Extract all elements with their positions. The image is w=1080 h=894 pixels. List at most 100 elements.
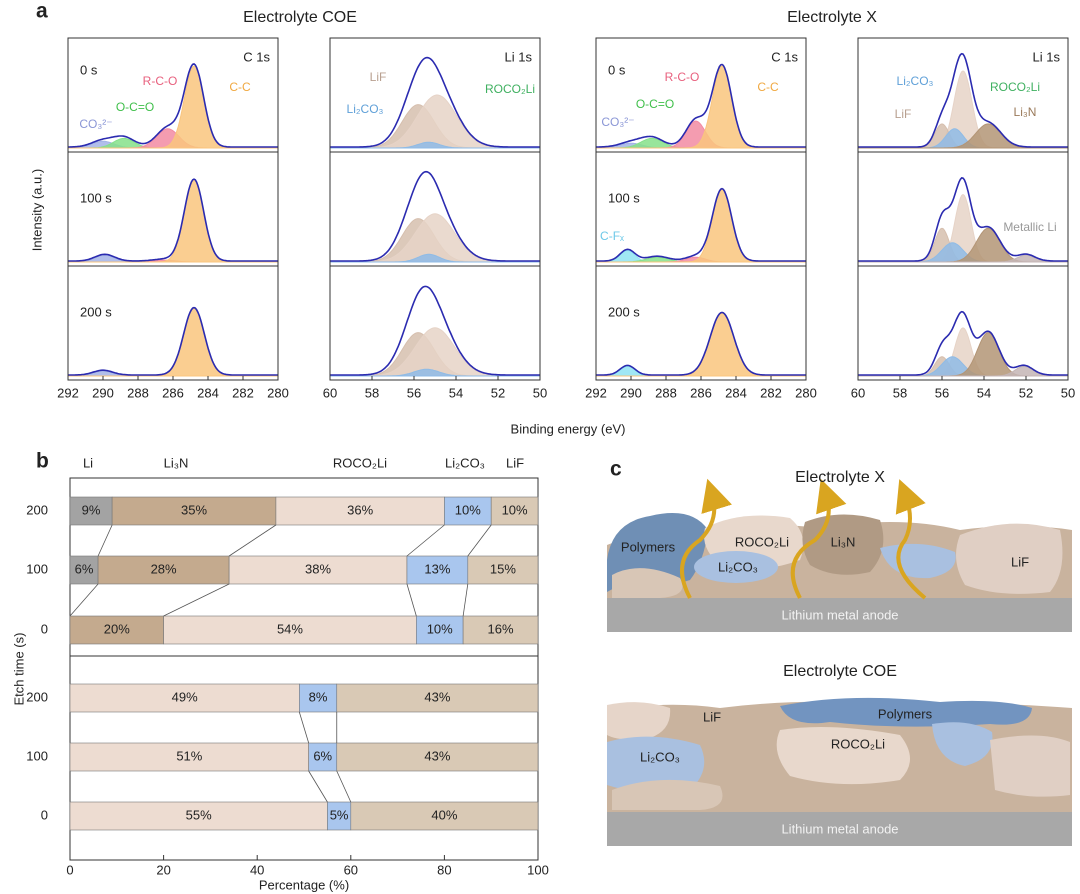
roco2li-blob	[776, 726, 910, 785]
peak-component	[596, 65, 806, 149]
peak-annotation: LiF	[370, 70, 387, 84]
peak-component	[68, 179, 278, 263]
x-axis-label: Binding energy (eV)	[511, 421, 626, 436]
peak-annotation: C-C	[757, 80, 779, 94]
value-label: 28%	[151, 561, 177, 576]
x-axis-label: Percentage (%)	[259, 877, 349, 892]
x-tick-label: 50	[1061, 385, 1075, 400]
plot-frame	[857, 37, 1069, 381]
x-tick-label: 20	[156, 862, 170, 877]
envelope	[596, 311, 806, 376]
y-tick-label: 100	[26, 748, 48, 763]
bar-segment	[97, 555, 230, 585]
bar-segment	[462, 615, 539, 645]
core-level-label: Li 1s	[505, 49, 533, 64]
peak-annotation: O-C=O	[636, 97, 674, 111]
peak-component	[858, 123, 1068, 149]
peak-annotation: C-Fₓ	[600, 229, 624, 243]
panel-title: Electrolyte COE	[243, 9, 357, 26]
x-tick-label: 58	[893, 385, 907, 400]
label: LiF	[703, 709, 721, 724]
row-label: 100 s	[608, 190, 640, 205]
envelope	[330, 170, 540, 262]
anode-label: Lithium metal anode	[781, 607, 898, 622]
x-tick-label: 286	[690, 385, 712, 400]
bar-segment	[299, 683, 338, 713]
label: ROCO₂Li	[735, 534, 789, 549]
envelope	[68, 63, 278, 148]
legend-label: Li₂CO₃	[445, 455, 485, 470]
bar-segment	[69, 742, 309, 772]
connector	[406, 524, 445, 557]
peak-component	[330, 368, 540, 377]
bar-segment	[350, 801, 539, 831]
grain	[612, 779, 723, 810]
diagram-top: Electrolyte X Polymers ROCO₂Li Li₃N Li₂C…	[607, 469, 1072, 632]
diagram-title: Electrolyte X	[795, 469, 885, 486]
x-tick-label: 284	[725, 385, 747, 400]
bar-segment	[111, 496, 277, 526]
connector	[308, 770, 328, 803]
peak-annotation: CO₃²⁻	[601, 115, 634, 129]
x-tick-label: 290	[620, 385, 642, 400]
peak-annotation: O-C=O	[116, 100, 154, 114]
lif-blob	[956, 523, 1063, 594]
connector	[467, 524, 492, 557]
li2co3-blob	[932, 722, 993, 766]
envelope	[68, 306, 278, 376]
connector	[336, 770, 352, 803]
bar-segment	[467, 555, 539, 585]
peak-component	[330, 253, 540, 263]
connector	[462, 583, 469, 617]
label: LiF	[1011, 554, 1029, 569]
bar-segment	[163, 615, 417, 645]
legend-label: Li₃N	[164, 455, 189, 470]
bar-segment	[69, 683, 300, 713]
y-axis-label: Intensity (a.u.)	[29, 169, 44, 251]
envelope	[858, 52, 1068, 148]
y-tick-label: 0	[41, 621, 48, 636]
bar-segment	[444, 496, 492, 526]
x-tick-label: 288	[655, 385, 677, 400]
bar-segment	[336, 742, 539, 772]
bar-segment	[490, 496, 539, 526]
row-label: 0 s	[608, 62, 626, 77]
value-label: 9%	[82, 502, 101, 517]
peak-annotation: Li₂CO₃	[897, 74, 934, 88]
value-label: 10%	[427, 621, 453, 636]
y-axis-label: Etch time (s)	[11, 633, 26, 706]
value-label: 10%	[502, 502, 528, 517]
legend-label: ROCO₂Li	[333, 455, 387, 470]
peak-annotation: ROCO₂Li	[990, 80, 1040, 94]
connector	[228, 524, 277, 557]
bar-segment	[416, 615, 464, 645]
value-label: 13%	[424, 561, 450, 576]
x-tick-label: 54	[449, 385, 463, 400]
x-tick-label: 100	[527, 862, 549, 877]
x-tick-label: 56	[407, 385, 421, 400]
bar-segment	[308, 742, 338, 772]
label: Polymers	[878, 706, 933, 721]
row-label: 200 s	[608, 304, 640, 319]
x-tick-label: 288	[127, 385, 149, 400]
plot-frame	[329, 37, 541, 381]
envelope	[68, 178, 278, 262]
peak-annotation: LiF	[895, 107, 912, 121]
connector	[69, 583, 99, 617]
peak-annotation: C-C	[229, 80, 251, 94]
peak-component	[858, 254, 1068, 263]
y-tick-label: 200	[26, 502, 48, 517]
x-tick-label: 40	[250, 862, 264, 877]
panel-label: c	[610, 458, 622, 481]
value-label: 43%	[424, 689, 450, 704]
value-label: 55%	[186, 807, 212, 822]
bar-segment	[228, 555, 408, 585]
anode-label: Lithium metal anode	[781, 821, 898, 836]
x-tick-label: 54	[977, 385, 991, 400]
grain	[990, 735, 1070, 797]
plot-frame	[69, 477, 539, 861]
envelope	[330, 285, 540, 376]
x-tick-label: 60	[323, 385, 337, 400]
bar-segment	[336, 683, 539, 713]
